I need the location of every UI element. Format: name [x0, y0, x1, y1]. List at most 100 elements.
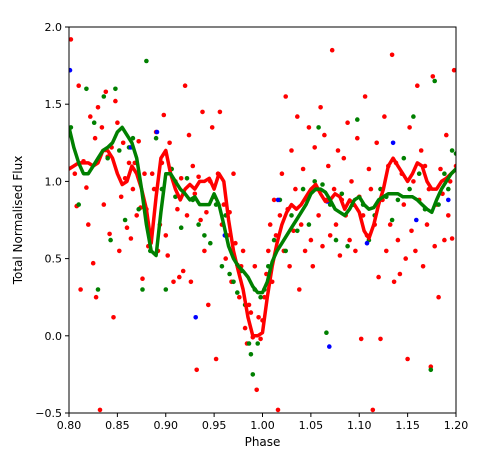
red-data-point: [391, 279, 397, 285]
blue-data-point: [69, 67, 73, 73]
green-data-point: [453, 151, 456, 156]
red-data-point: [204, 210, 209, 215]
blue-data-point: [154, 129, 160, 135]
red-data-point: [382, 114, 387, 119]
red-data-point: [140, 276, 145, 282]
green-data-point: [258, 294, 263, 300]
green-data-point: [339, 191, 345, 197]
axis-ticks: 0.80 0.85 0.90 0.95 1.00 1.05 1.10 1.15 1.20 −0.5…: [35, 21, 468, 432]
red-data-point: [190, 163, 196, 169]
x-tick-label: 1.10: [347, 419, 372, 432]
blue-data-point: [414, 217, 419, 223]
red-data-point: [107, 231, 112, 237]
green-data-point: [153, 135, 159, 141]
red-data-point: [128, 236, 134, 241]
red-data-point: [446, 213, 451, 218]
green-data-point: [202, 233, 207, 238]
red-data-point: [405, 356, 410, 362]
red-data-point: [316, 213, 321, 218]
red-data-point: [126, 160, 132, 166]
red-data-point: [115, 120, 120, 125]
red-data-point: [240, 248, 246, 254]
green-data-point: [312, 179, 318, 184]
red-data-point: [198, 217, 203, 223]
red-data-point: [165, 253, 170, 258]
blue-data-point: [390, 140, 396, 146]
green-data-point: [345, 243, 350, 249]
red-data-point: [161, 112, 167, 118]
red-data-point: [430, 74, 436, 79]
green-data-point: [117, 148, 122, 153]
red-data-point: [180, 268, 186, 274]
red-data-point: [72, 171, 78, 176]
x-tick-label: 0.80: [57, 419, 82, 432]
x-tick-label: 0.90: [154, 419, 179, 432]
green-data-point: [76, 202, 81, 207]
red-data-point: [436, 294, 441, 300]
red-data-point: [188, 279, 194, 285]
red-data-point: [376, 274, 381, 280]
red-data-point: [258, 336, 263, 342]
red-data-point: [329, 47, 335, 53]
green-data-point: [91, 120, 97, 125]
red-data-point: [113, 98, 118, 104]
red-data-point: [411, 179, 416, 184]
green-data-point: [436, 202, 441, 207]
green-data-point: [355, 117, 360, 122]
red-data-point: [407, 125, 412, 130]
red-data-point: [298, 222, 304, 227]
green-data-point: [231, 279, 236, 285]
x-tick-label: 1.15: [395, 419, 420, 432]
y-tick-label: −0.5: [35, 407, 62, 420]
red-data-point: [366, 166, 372, 172]
green-data-point: [235, 290, 240, 295]
green-data-point: [250, 372, 256, 377]
red-data-point: [341, 155, 347, 161]
green-data-point: [105, 155, 110, 161]
red-data-point: [331, 186, 337, 192]
red-data-point: [223, 256, 228, 261]
green-data-point: [395, 197, 401, 203]
y-tick-label: 0.0: [45, 330, 63, 343]
red-data-point: [252, 264, 258, 269]
red-data-point: [355, 135, 360, 141]
red-data-point: [118, 194, 124, 200]
red-data-point: [101, 202, 107, 207]
x-tick-label: 1.00: [250, 419, 275, 432]
y-tick-label: 1.0: [45, 175, 63, 188]
red-data-point: [184, 213, 190, 218]
red-smoothed-line: [69, 148, 456, 338]
red-data-point: [171, 279, 176, 285]
green-data-point: [411, 114, 416, 119]
red-data-point: [202, 248, 207, 254]
green-data-point: [108, 237, 113, 243]
red-data-point: [92, 135, 98, 141]
x-tick-label: 1.20: [444, 419, 469, 432]
red-data-point: [374, 140, 380, 146]
red-data-point: [444, 132, 449, 138]
red-data-point: [279, 171, 285, 176]
red-data-point: [295, 114, 300, 119]
red-data-point: [424, 222, 430, 227]
green-data-point: [208, 240, 213, 246]
red-data-point: [84, 185, 89, 190]
red-data-point: [175, 206, 180, 212]
green-data-point: [227, 271, 232, 277]
green-data-point: [255, 341, 260, 346]
green-data-point: [271, 237, 277, 243]
red-data-point: [322, 132, 327, 138]
red-data-point: [418, 148, 424, 153]
red-data-point: [277, 213, 283, 218]
green-data-point: [333, 237, 339, 243]
green-data-point: [246, 341, 252, 346]
red-data-point: [327, 233, 333, 238]
red-data-point: [200, 109, 205, 115]
red-data-point: [320, 243, 325, 249]
red-data-point: [308, 237, 314, 243]
red-data-point: [267, 222, 273, 227]
red-data-point: [136, 139, 141, 144]
red-data-point: [310, 264, 316, 269]
green-data-point: [316, 125, 321, 130]
red-data-point: [69, 37, 74, 42]
red-data-point: [326, 163, 331, 169]
